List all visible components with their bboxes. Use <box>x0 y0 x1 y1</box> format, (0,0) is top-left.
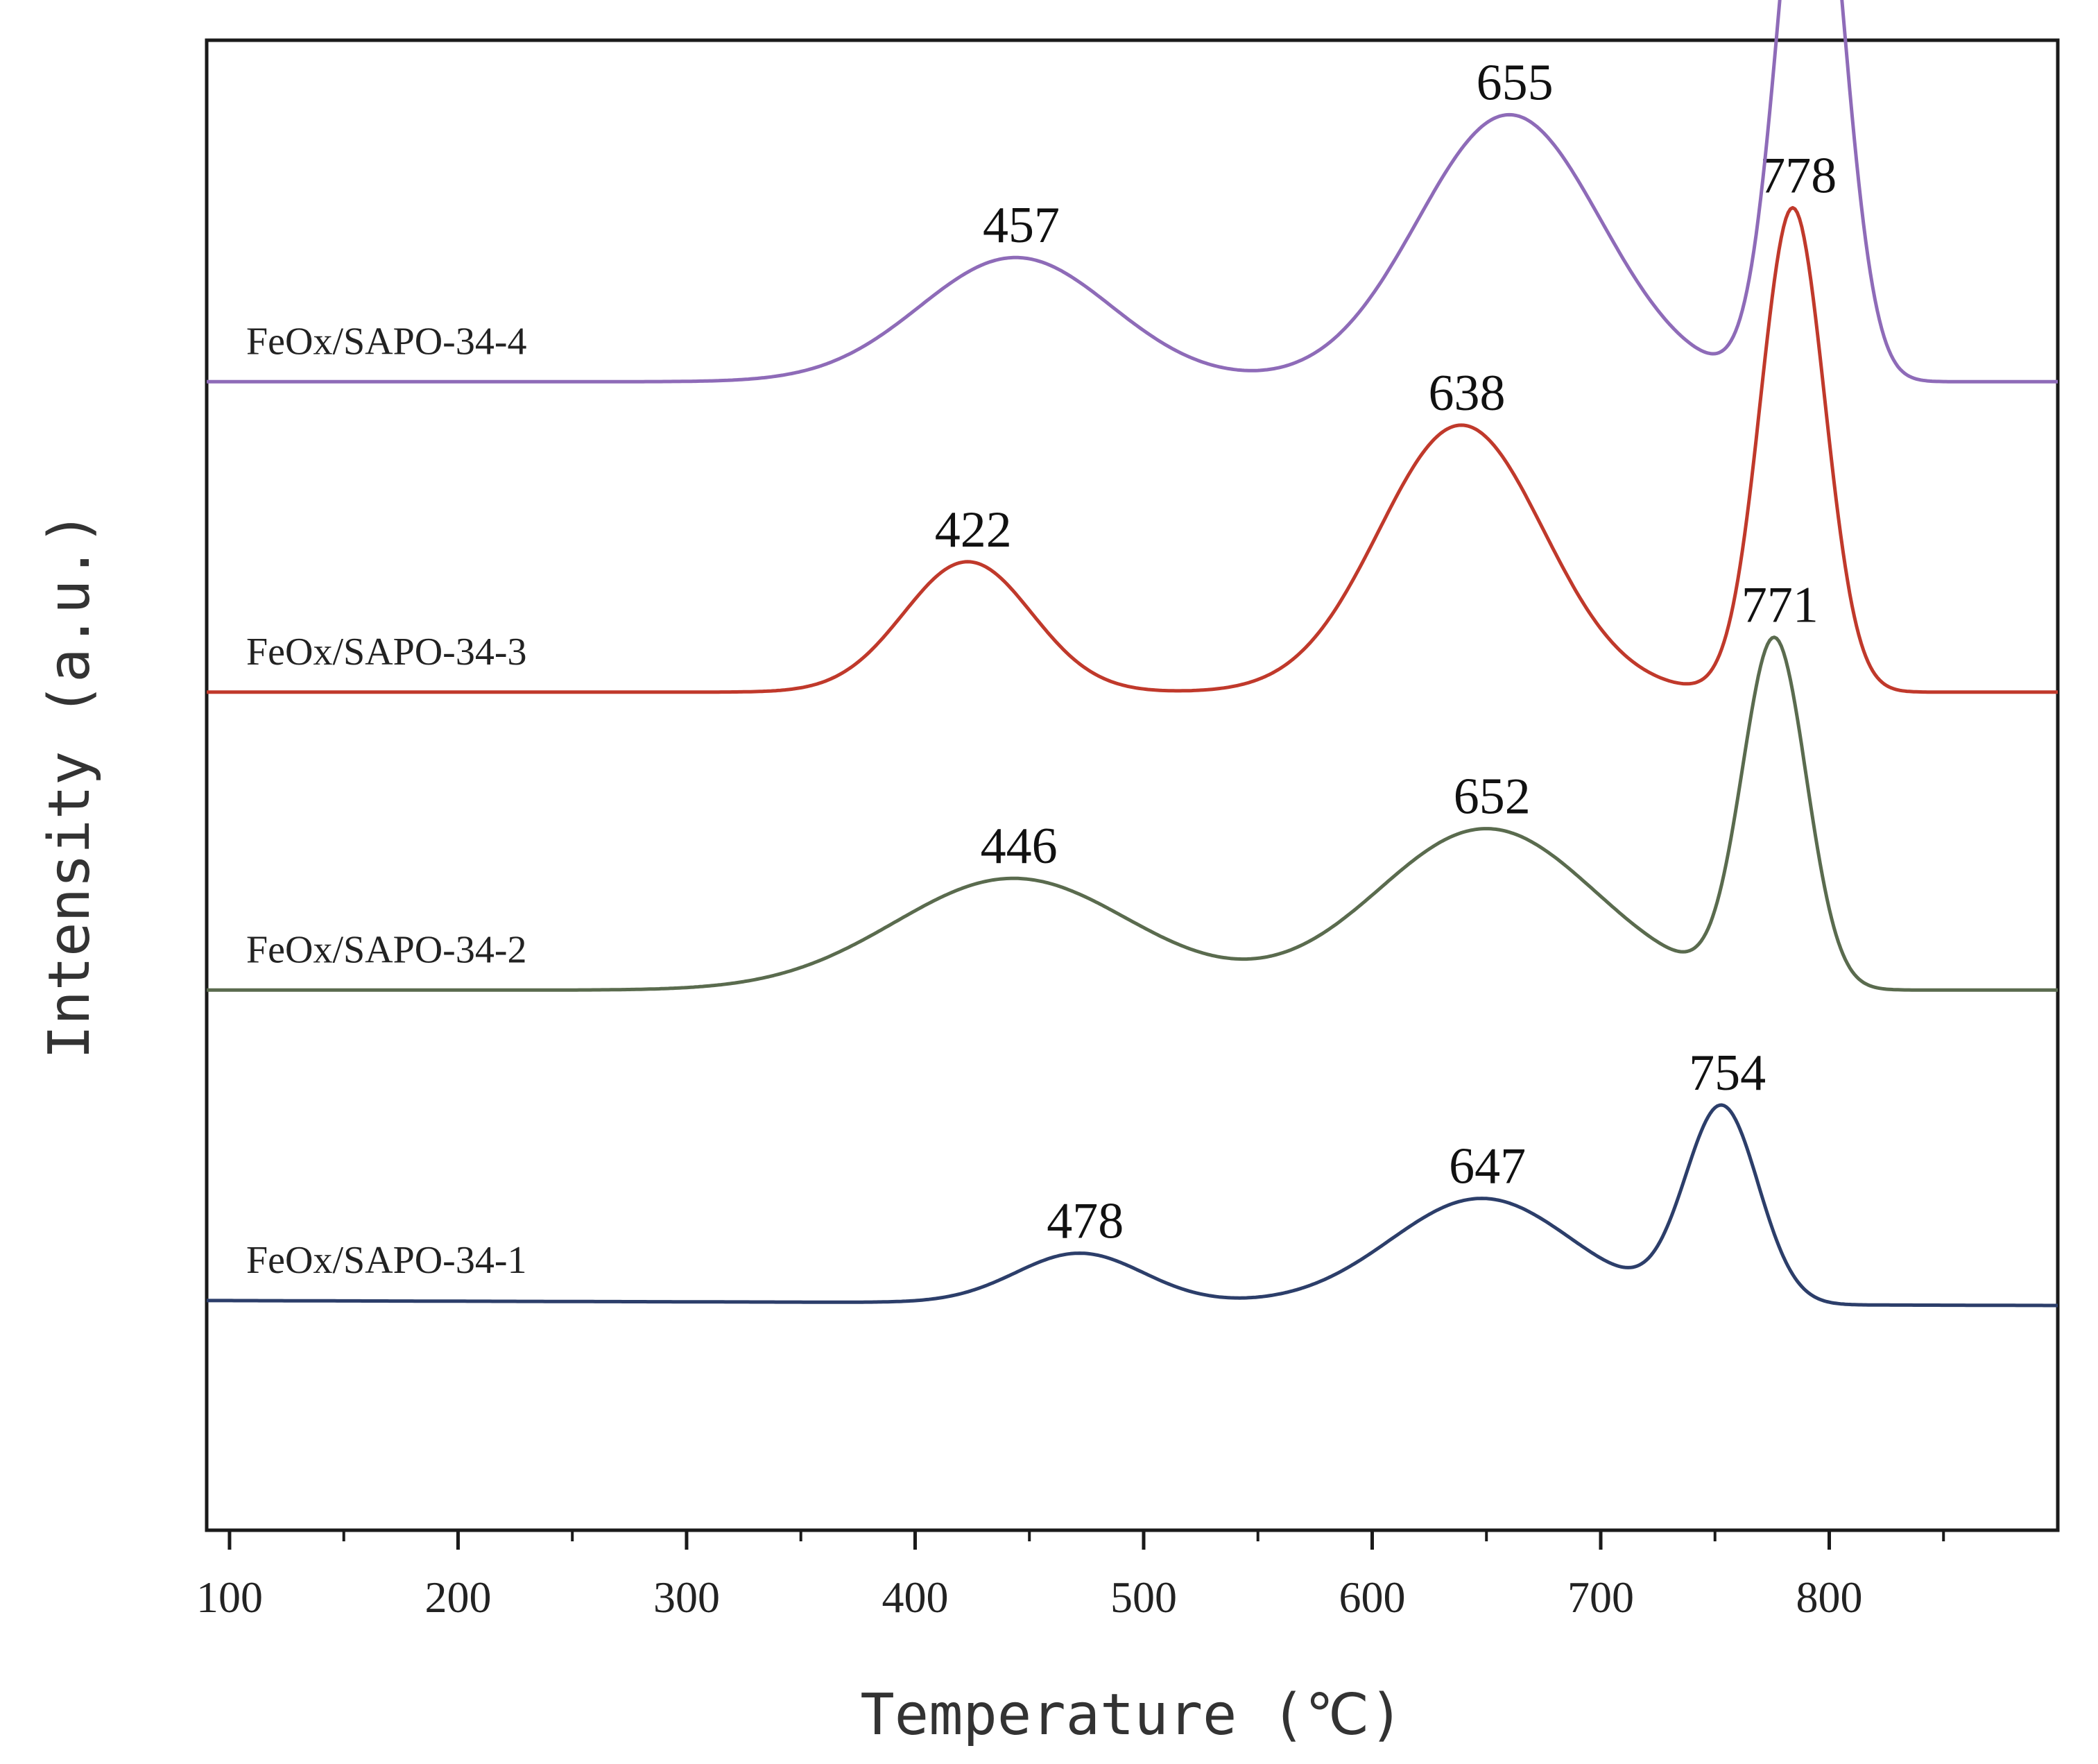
peak-label: 754 <box>1689 1045 1766 1102</box>
x-tick-label: 700 <box>1567 1573 1634 1622</box>
plot-frame <box>205 38 2060 1532</box>
peak-label: 655 <box>1477 54 1554 111</box>
series-line <box>207 635 2058 992</box>
series-label: FeOx/SAPO-34-2 <box>246 928 526 971</box>
series-4: FeOx/SAPO-34-4457655781 <box>207 0 2058 384</box>
y-axis-title: Intensity (a.u.) <box>37 511 103 1059</box>
series-1: FeOx/SAPO-34-1 478 647 754 <box>206 1045 2058 1308</box>
x-tick-label: 100 <box>196 1573 263 1622</box>
peak-label: 446 <box>981 818 1058 875</box>
series-line <box>207 0 2058 384</box>
x-axis-ticks <box>227 1530 1945 1550</box>
x-axis-tick-labels: 100 200 300 400 500 600 700 800 <box>196 1573 1863 1622</box>
x-tick-label: 600 <box>1339 1573 1405 1622</box>
x-tick-label: 200 <box>424 1573 491 1622</box>
peak-label: 647 <box>1449 1138 1526 1195</box>
series-3: FeOx/SAPO-34-3 422 638 778 <box>207 148 2058 694</box>
peak-label: 652 <box>1454 769 1531 825</box>
series-line <box>207 206 2058 694</box>
peak-label: 422 <box>935 502 1012 558</box>
peak-label: 638 <box>1428 365 1505 422</box>
series-label: FeOx/SAPO-34-1 <box>246 1239 526 1282</box>
peak-label: 778 <box>1760 148 1837 205</box>
series-group: FeOx/SAPO-34-1 478 647 754 FeOx/SAPO-34-2 446… <box>206 0 2058 1308</box>
x-tick-label: 400 <box>882 1573 948 1622</box>
peak-label: 457 <box>983 197 1060 254</box>
peak-label: 771 <box>1742 577 1818 634</box>
series-2: FeOx/SAPO-34-2 446 652 771 <box>207 577 2058 992</box>
x-axis-title: Temperature (℃) <box>860 1682 1403 1748</box>
series-line <box>206 1103 2058 1308</box>
x-tick-label: 500 <box>1110 1573 1177 1622</box>
series-label: FeOx/SAPO-34-4 <box>246 320 526 363</box>
series-label: FeOx/SAPO-34-3 <box>246 631 526 674</box>
peak-label: 478 <box>1047 1193 1124 1250</box>
x-tick-label: 800 <box>1796 1573 1862 1622</box>
x-tick-label: 300 <box>653 1573 720 1622</box>
